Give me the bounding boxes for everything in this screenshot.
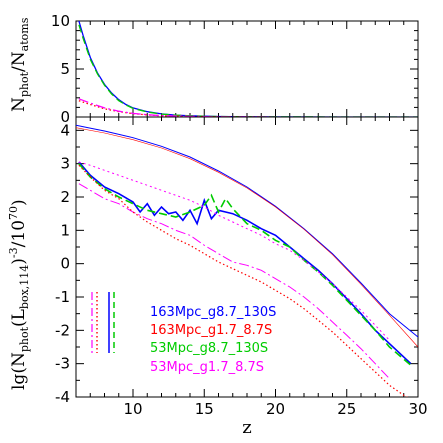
y-tick-label: 3 [60,155,70,173]
series-line-6 [78,164,408,397]
top-panel-series [78,21,418,117]
y-tick-label: 10 [51,12,70,30]
top-ylabel: Nphot/Natoms [9,17,31,112]
series-line-1 [78,24,418,117]
series-line-2 [78,161,412,365]
y-tick-label: 0 [60,255,70,273]
y-tick-label: 1 [60,221,70,239]
y-tick-label: 2 [60,188,70,206]
x-axis-label: z [242,417,251,438]
y-tick-label: -4 [55,388,70,406]
bottom-ylabel: lg(Nphot(Lbox,114)-3/1070) [7,199,31,390]
bottom-panel-axes: -4 -3 -2 -1 0 1 2 3 4 10 15 20 25 30 [55,117,428,418]
legend-entry-3: 53Mpc_g8.7_130S [150,341,268,356]
bottom-panel-series [76,124,418,397]
y-tick-label: 4 [60,121,70,139]
y-tick-label: 0 [60,108,70,126]
y-tick-label: -1 [55,288,70,306]
top-panel-axes: 0 5 10 [51,12,419,126]
series-line-3 [78,163,412,366]
series-line-0 [78,21,418,117]
series-line-3 [78,98,276,117]
x-tick-label: 30 [408,400,427,418]
x-tick-label: 15 [195,400,214,418]
x-tick-label: 10 [123,400,142,418]
y-tick-label: 5 [60,60,70,78]
series-line-5 [78,183,390,380]
x-tick-label: 20 [266,400,285,418]
series-line-4 [78,161,390,341]
series-line-0 [76,124,418,338]
x-tick-label: 25 [337,400,356,418]
top-panel-frame [75,20,419,118]
legend-entry-2: 163Mpc_g1.7_8.7S [150,323,272,338]
series-line-1 [76,127,418,348]
legend-entry-4: 53Mpc_g1.7_8.7S [150,360,264,375]
y-tick-label: -3 [55,355,70,373]
legend: 163Mpc_g8.7_130S 163Mpc_g1.7_8.7S 53Mpc_… [91,292,276,375]
y-tick-label: -2 [55,321,70,339]
legend-entry-1: 163Mpc_g8.7_130S [150,305,276,320]
